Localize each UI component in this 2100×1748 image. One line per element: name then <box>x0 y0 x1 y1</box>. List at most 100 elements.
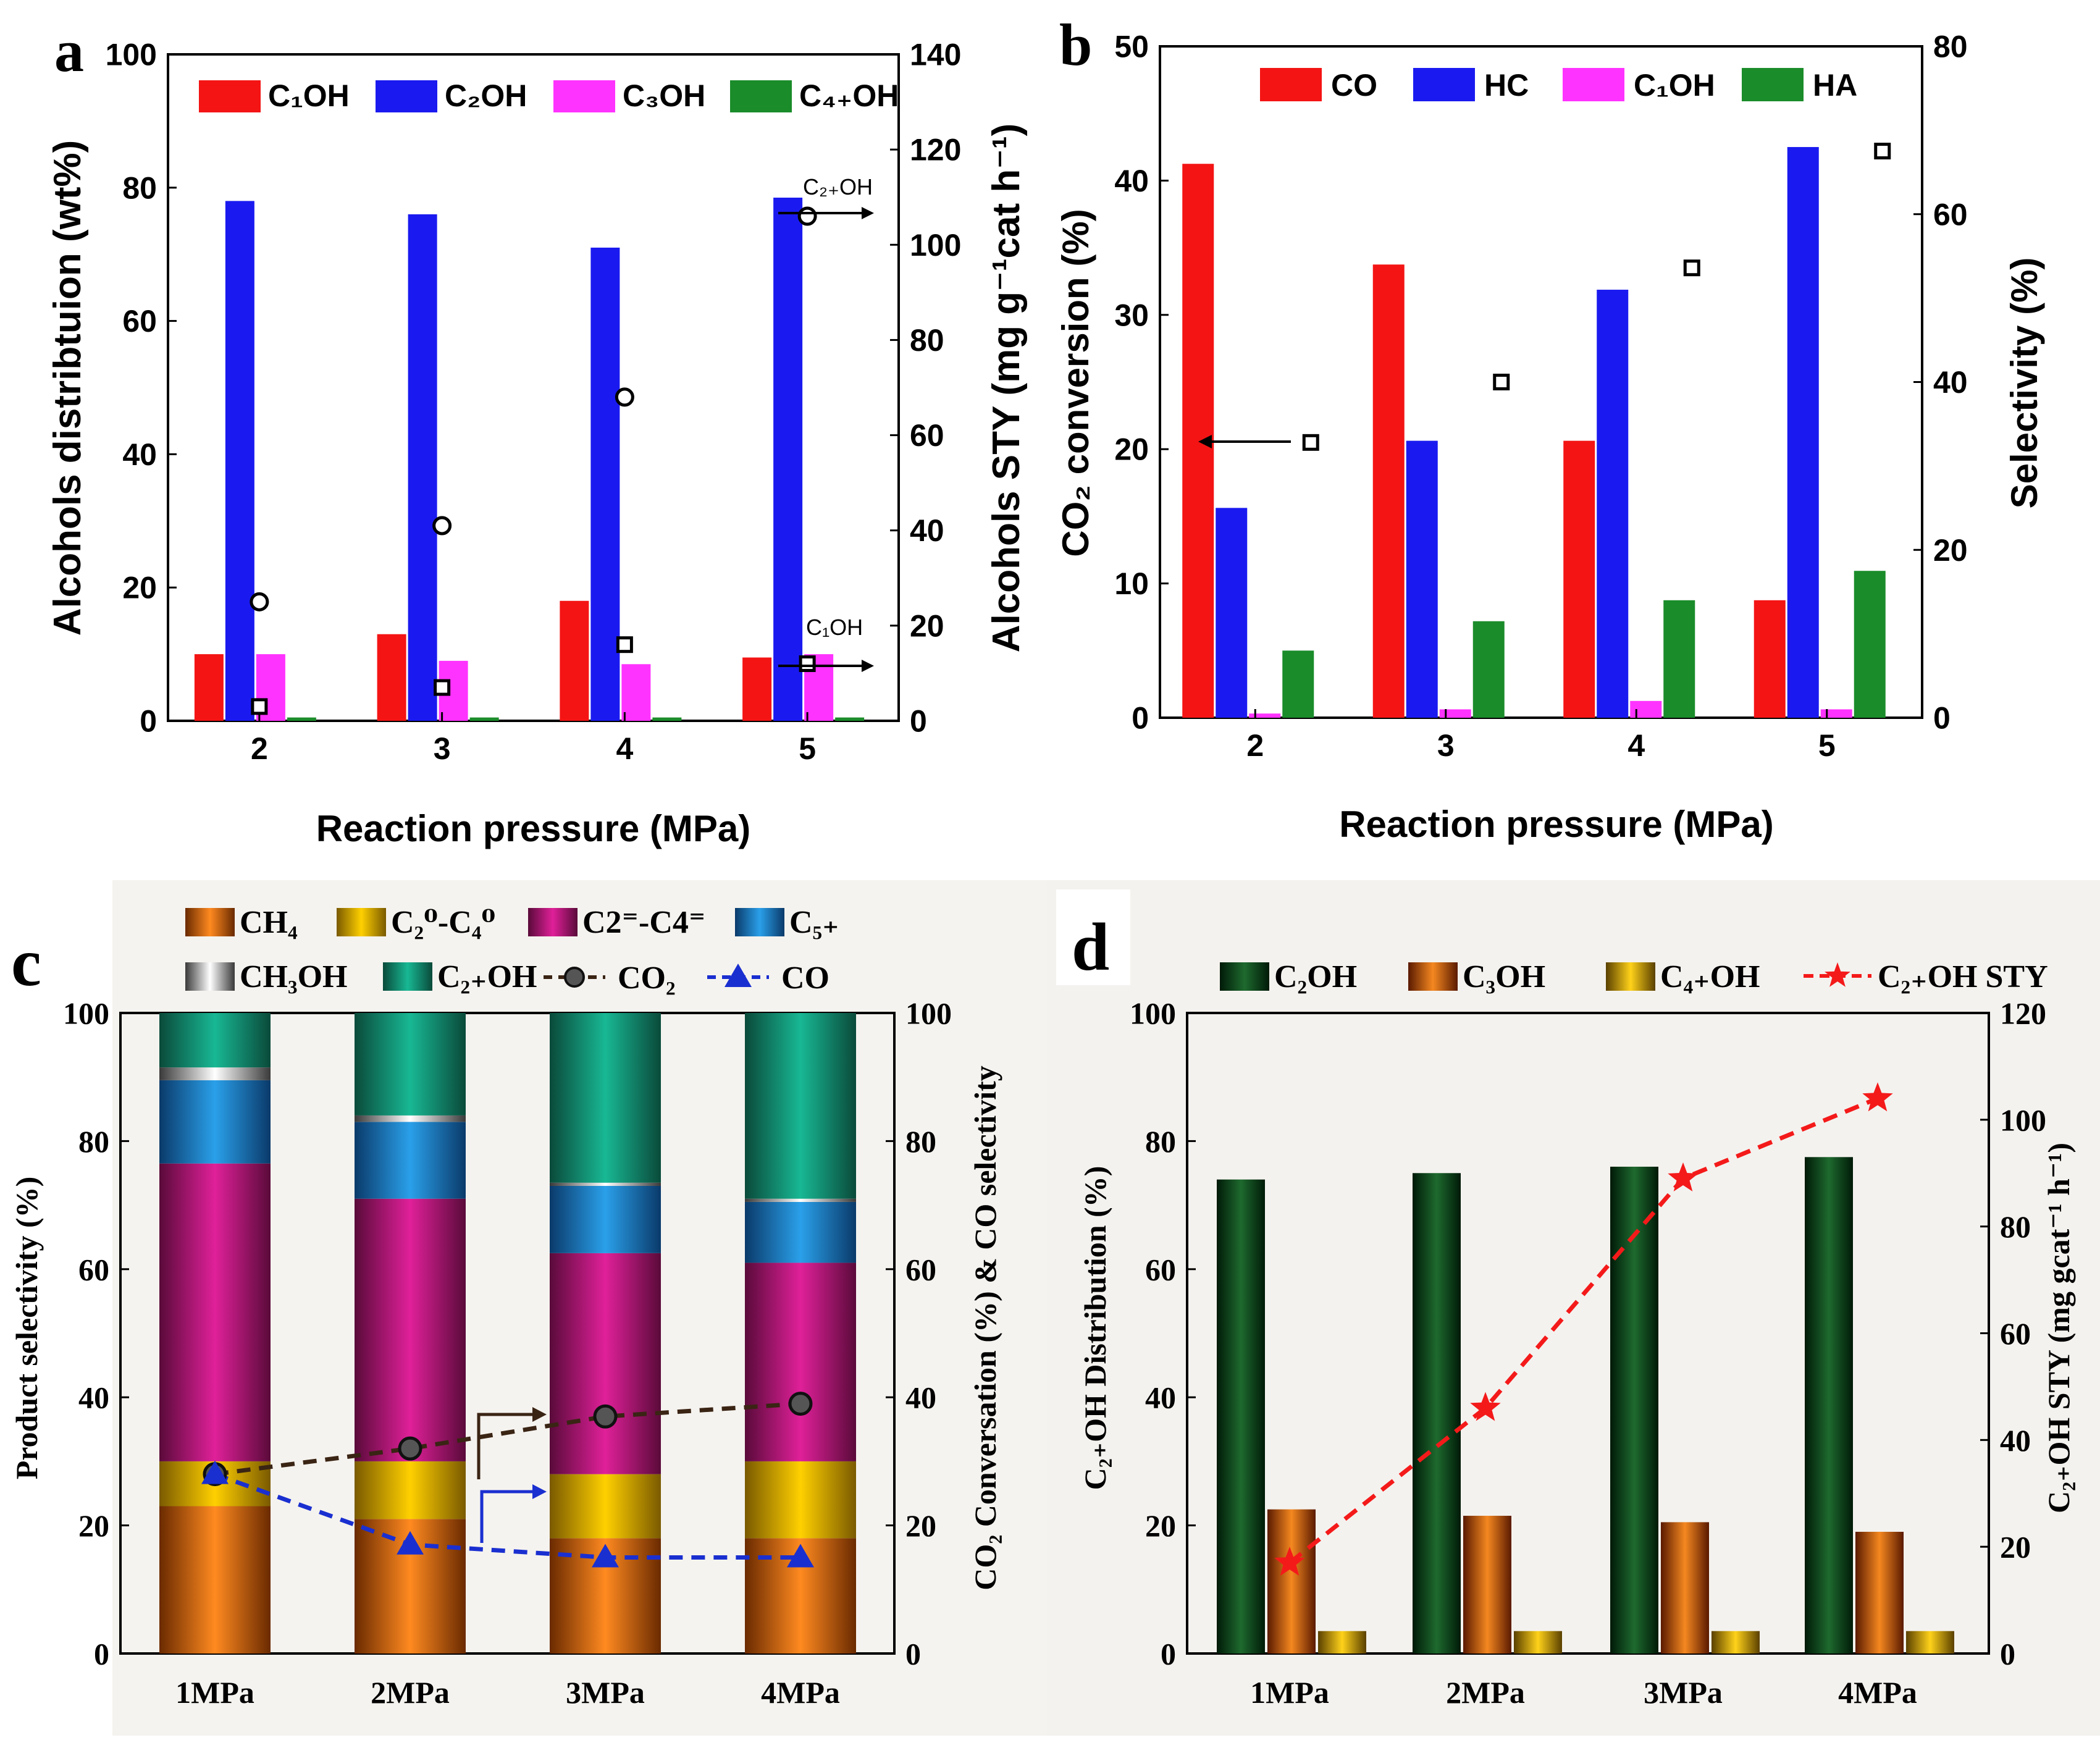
panel-a-y2-tick-label: 0 <box>910 704 927 739</box>
panel-d-legend-label: C₂₊OH STY <box>1878 959 2048 994</box>
panel-a-y2-tick-label: 100 <box>910 228 961 263</box>
panel-a-annotation-c1oh: C₁OH <box>806 615 863 640</box>
panel-a-y2-axis-label: Alcohols STY (mg g⁻¹cat h⁻¹) <box>985 124 1028 653</box>
panel-b-legend-label: C₁OH <box>1634 68 1715 103</box>
panel-b-y2-tick-label: 60 <box>1933 197 1968 232</box>
panel-c-legend-label: C2⁼-C4⁼ <box>582 905 705 940</box>
panel-c-bar-segment-C₅₊ <box>355 1122 466 1199</box>
panel-b-bar-CO <box>1754 600 1786 718</box>
panel-b-bar-HC <box>1406 440 1438 718</box>
panel-c-bar-segment-C₅₊ <box>745 1201 856 1263</box>
panel-b-y-tick-label: 20 <box>1114 432 1149 467</box>
panel-a-bar-C₄₊OH <box>652 717 682 721</box>
panel-c-y2-tick-label: 80 <box>905 1124 936 1159</box>
panel-c-bar-segment-C₂⁰-C₄⁰ <box>355 1461 466 1519</box>
panel-a-y-tick-label: 100 <box>106 38 157 72</box>
panel-a-bar-C₄₊OH <box>469 717 499 721</box>
panel-c-co2-point <box>788 1392 813 1416</box>
panel-b-bar-C₁OH <box>1249 713 1281 718</box>
panel-b-x-axis-label: Reaction pressure (MPa) <box>1339 804 1774 845</box>
panel-d-bar-C₃OH <box>1463 1516 1511 1653</box>
panel-a-annotation-c2oh: C₂₊OH <box>803 174 873 200</box>
panel-c-bar-segment-C2⁼-C4⁼ <box>159 1163 271 1461</box>
panel-b-y2-axis-label: Selectivity (%) <box>2004 258 2045 509</box>
panel-d-sty-point <box>1470 1392 1501 1421</box>
panel-c-bar-segment-C₂₊OH <box>550 1013 661 1183</box>
panel-c-legend-marker-co2 <box>564 967 585 988</box>
panel-c-legend-label: CH₄ <box>240 905 298 940</box>
panel-c-legend-label: C₂₊OH <box>437 959 537 994</box>
panel-a-legend-swatch <box>553 80 615 112</box>
panel-b-y-axis-label: CO₂ conversion (%) <box>1055 209 1096 557</box>
panel-a-x-tick-label: 4 <box>616 731 633 766</box>
panel-c-arrow-co <box>480 1490 537 1543</box>
panel-c-bar-segment-C₅₊ <box>159 1080 271 1164</box>
panel-a-sty-c2oh-point <box>432 516 452 536</box>
panel-a-bar-C₁OH <box>742 657 772 721</box>
panel-b-arrowhead-left <box>1198 435 1212 448</box>
panel-a-sty-c1oh-point <box>251 698 268 715</box>
panel-c-co2-line <box>214 1401 801 1477</box>
panel-b-y-tick-label: 40 <box>1114 164 1149 198</box>
panel-d-legend-swatch <box>1220 962 1269 991</box>
panel-d-legend-label: C₄₊OH <box>1660 959 1760 994</box>
panel-a-y2-tick-label: 140 <box>910 38 961 72</box>
panel-d-chart: d 0 20 40 60 80 100 0 20 40 60 80 100 120 1MPa 2MPa 3MPa… <box>1047 880 2100 1736</box>
panel-c-co-point <box>787 1544 814 1568</box>
panel-b-y2-tick-label: 80 <box>1933 30 1968 64</box>
panel-c-legend-label: CH₃OH <box>240 959 347 994</box>
panel-a-y-tick-label: 0 <box>140 704 157 739</box>
panel-a-x-tick-label: 5 <box>799 731 816 766</box>
panel-b-y-tick-label: 10 <box>1114 566 1149 601</box>
panel-a-y2-tick-label: 60 <box>910 418 944 453</box>
panel-c-y-tick-label: 20 <box>78 1508 109 1543</box>
panel-c-label: c <box>11 925 41 1000</box>
panel-d-bar-C₂OH <box>1217 1179 1265 1653</box>
panel-d-sty-line <box>1288 1096 1879 1565</box>
panel-d-x-tick-label: 3MPa <box>1644 1675 1723 1710</box>
panel-d-bar-C₂OH <box>1805 1157 1853 1653</box>
panel-b-bar-C₁OH <box>1630 700 1662 718</box>
panel-a-y2-tick-label: 120 <box>910 133 961 167</box>
panel-b-legend-label: CO <box>1331 68 1377 103</box>
panel-c-legend-swatch <box>383 962 432 991</box>
panel-a-bar-C₃OH <box>621 664 651 721</box>
panel-c-legend-label: C₂⁰-C₄⁰ <box>391 905 495 940</box>
panel-d-y2-tick-label: 100 <box>2000 1103 2046 1137</box>
panel-c-bar-segment-C₂₊OH <box>745 1013 856 1199</box>
panel-d-y2-tick-label: 80 <box>2000 1209 2031 1244</box>
panel-d-bar-C₄₊OH <box>1514 1631 1562 1653</box>
panel-a-legend-swatch <box>199 80 261 112</box>
panel-c-y2-axis-label: CO₂ Conversation (%) & CO selectivity <box>968 1065 1002 1590</box>
panel-a-legend-swatch <box>376 80 437 112</box>
panel-c-legend-swatch <box>528 908 578 936</box>
panel-d-y-tick-label: 40 <box>1145 1380 1176 1415</box>
panel-c-y2-tick-label: 20 <box>905 1508 936 1543</box>
panel-d-label-bg <box>1056 889 1130 985</box>
panel-a-sty-c1oh-point <box>616 636 633 653</box>
panel-c-bar-segment-CH₄ <box>159 1506 271 1653</box>
panel-c-legend-label: CO <box>781 960 830 996</box>
panel-c-y-tick-label: 0 <box>94 1637 109 1671</box>
panel-d-bar-C₂OH <box>1413 1173 1461 1653</box>
panel-b-y-tick-label: 50 <box>1114 30 1149 64</box>
panel-d-bar-C₂OH <box>1610 1166 1658 1653</box>
panel-a-y2-tick-label: 20 <box>910 608 944 643</box>
panel-a-arrowhead-c2oh <box>862 207 874 219</box>
panel-b-legend-swatch <box>1563 68 1624 101</box>
panel-d-y-tick-label: 0 <box>1161 1637 1176 1671</box>
panel-d-label: d <box>1072 909 1109 985</box>
panel-b-y-tick-label: 30 <box>1114 298 1149 332</box>
panel-c-bar-segment-C₂⁰-C₄⁰ <box>550 1474 661 1539</box>
panel-c-arrowhead-co2 <box>532 1407 547 1422</box>
panel-d-legend-marker-sty <box>1825 962 1850 987</box>
panel-a-bar-C₁OH <box>194 654 224 721</box>
panel-b-bar-CO <box>1372 264 1405 718</box>
panel-d-y-tick-label: 20 <box>1145 1508 1176 1543</box>
panel-b-bar-HA <box>1472 621 1505 718</box>
panel-b-y2-tick-label: 0 <box>1933 701 1951 736</box>
panel-d-sty-point <box>1668 1162 1699 1191</box>
panel-c-legend-label: CO₂ <box>618 960 676 996</box>
panel-a-sty-c2oh-point <box>615 387 634 407</box>
panel-b-y-tick-label: 0 <box>1132 701 1149 736</box>
